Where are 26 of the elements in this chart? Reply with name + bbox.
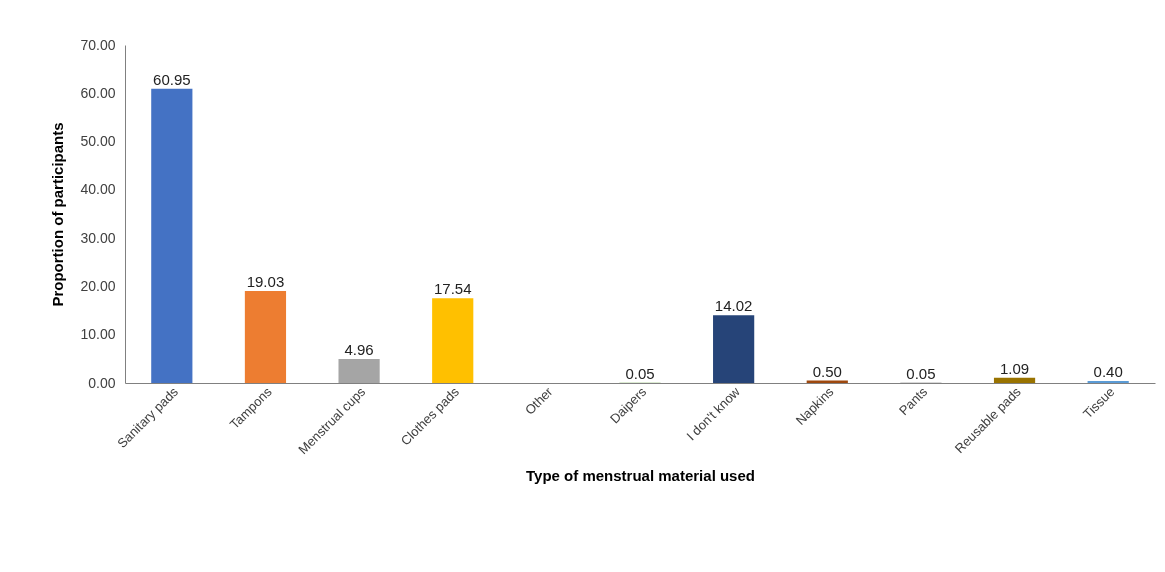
y-tick-label: 40.00 <box>80 181 116 198</box>
data-label: 0.50 <box>812 362 842 380</box>
y-tick-label: 0.00 <box>88 374 116 391</box>
bar <box>151 88 193 383</box>
data-label: 60.95 <box>153 70 191 88</box>
data-label: 4.96 <box>344 341 374 359</box>
data-label: 0.05 <box>906 364 936 382</box>
y-axis-title: Proportion of participants <box>49 122 67 307</box>
y-tick-label: 20.00 <box>80 277 116 294</box>
y-tick-label: 70.00 <box>80 36 116 53</box>
bar <box>244 291 287 383</box>
data-label: 14.02 <box>714 297 753 315</box>
y-tick-label: 50.00 <box>80 133 116 150</box>
data-label: 0.40 <box>1093 363 1123 381</box>
data-label: 1.09 <box>999 359 1030 377</box>
x-axis-title: Type of menstrual material used <box>526 467 755 485</box>
y-tick-label: 60.00 <box>80 84 116 101</box>
bar <box>338 359 380 383</box>
bar <box>993 377 1036 383</box>
y-tick-label: 30.00 <box>80 229 116 246</box>
bar <box>432 298 474 383</box>
data-label: 0.05 <box>625 364 655 382</box>
y-tick-label: 10.00 <box>80 326 116 343</box>
data-label: 19.03 <box>246 273 285 291</box>
data-label: 17.54 <box>433 280 472 298</box>
bar <box>713 315 755 383</box>
